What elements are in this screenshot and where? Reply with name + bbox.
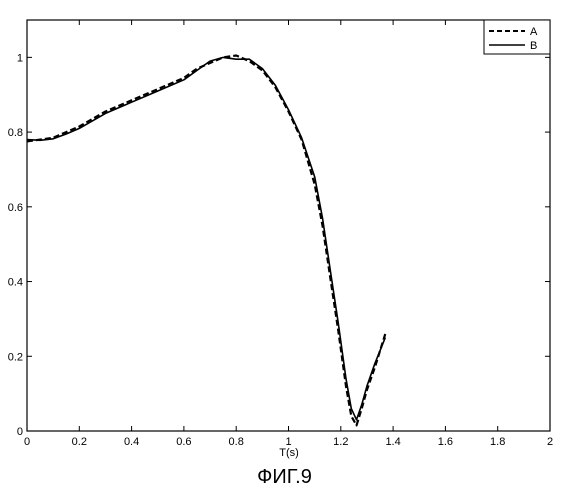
legend-label-b: B: [530, 40, 537, 52]
x-tick-label: 0.8: [229, 436, 244, 448]
y-tick-label: 0.4: [8, 277, 23, 289]
figure-caption: ФИГ.9: [0, 466, 569, 489]
x-tick-label: 0.6: [176, 436, 191, 448]
y-tick-label: 0.8: [8, 127, 23, 139]
y-tick-label: 0: [17, 426, 23, 438]
y-tick-label: 0.6: [8, 202, 23, 214]
x-tick-label: 0.4: [124, 436, 139, 448]
x-axis-label: T(s): [279, 447, 299, 459]
x-tick-label: 1.6: [438, 436, 453, 448]
legend-label-a: A: [530, 26, 538, 38]
legend-box: [484, 20, 550, 54]
x-tick-label: 1.8: [490, 436, 505, 448]
y-tick-label: 0.2: [8, 351, 23, 363]
x-tick-label: 0.2: [72, 436, 87, 448]
y-tick-label: 1: [17, 52, 23, 64]
x-tick-label: 1.2: [333, 436, 348, 448]
legend: A B: [484, 20, 550, 54]
x-tick-label: 0: [24, 436, 30, 448]
x-tick-label: 2: [547, 436, 553, 448]
plot-area: [27, 20, 550, 431]
x-tick-label: 1.4: [385, 436, 400, 448]
